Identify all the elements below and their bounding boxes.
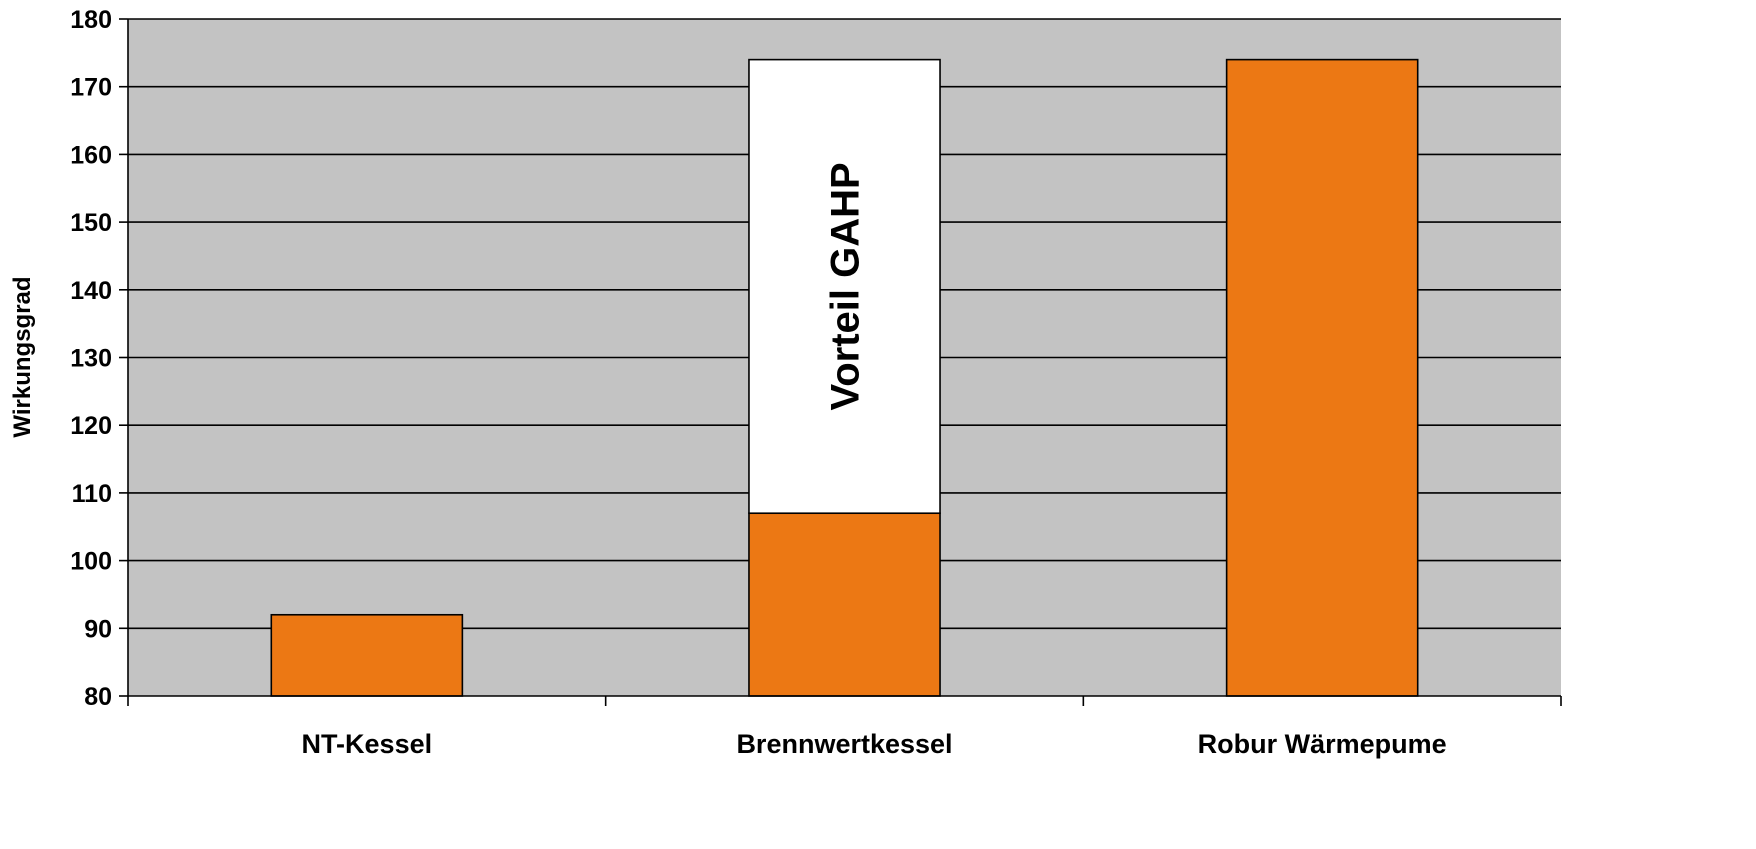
y-tick-label: 100 (70, 548, 112, 576)
bar-robur-wärmepume-segment-1 (1225, 58, 1419, 697)
bars (270, 58, 1419, 697)
y-axis-title: Wirkungsgrad (9, 276, 36, 437)
y-tick-label: 150 (70, 209, 112, 237)
bar-brennwertkessel-segment-2 (748, 58, 941, 515)
y-tick-label: 170 (70, 74, 112, 102)
y-tick-label: 80 (84, 683, 112, 711)
y-tick-label: 130 (70, 345, 112, 373)
y-tick-label: 120 (70, 412, 112, 440)
bar-brennwertkessel-segment-1 (748, 512, 941, 697)
labels: 80 90 100 110 120 130 140 150 160 170 180 NT-Kessel… (70, 6, 1446, 759)
y-tick-label: 160 (70, 141, 112, 169)
x-category-label: NT-Kessel (302, 729, 433, 759)
annotation-label: Vorteil GAHP (824, 162, 868, 410)
x-category-label: Brennwertkessel (736, 729, 952, 759)
axes (119, 18, 1562, 706)
y-tick-label: 110 (72, 480, 112, 508)
y-tick-label: 90 (84, 615, 112, 643)
x-category-label: Robur Wärmepume (1198, 729, 1447, 759)
bar-nt-kessel-segment-1 (270, 613, 464, 697)
y-tick-label: 140 (70, 277, 112, 305)
y-tick-label: 180 (70, 6, 112, 34)
